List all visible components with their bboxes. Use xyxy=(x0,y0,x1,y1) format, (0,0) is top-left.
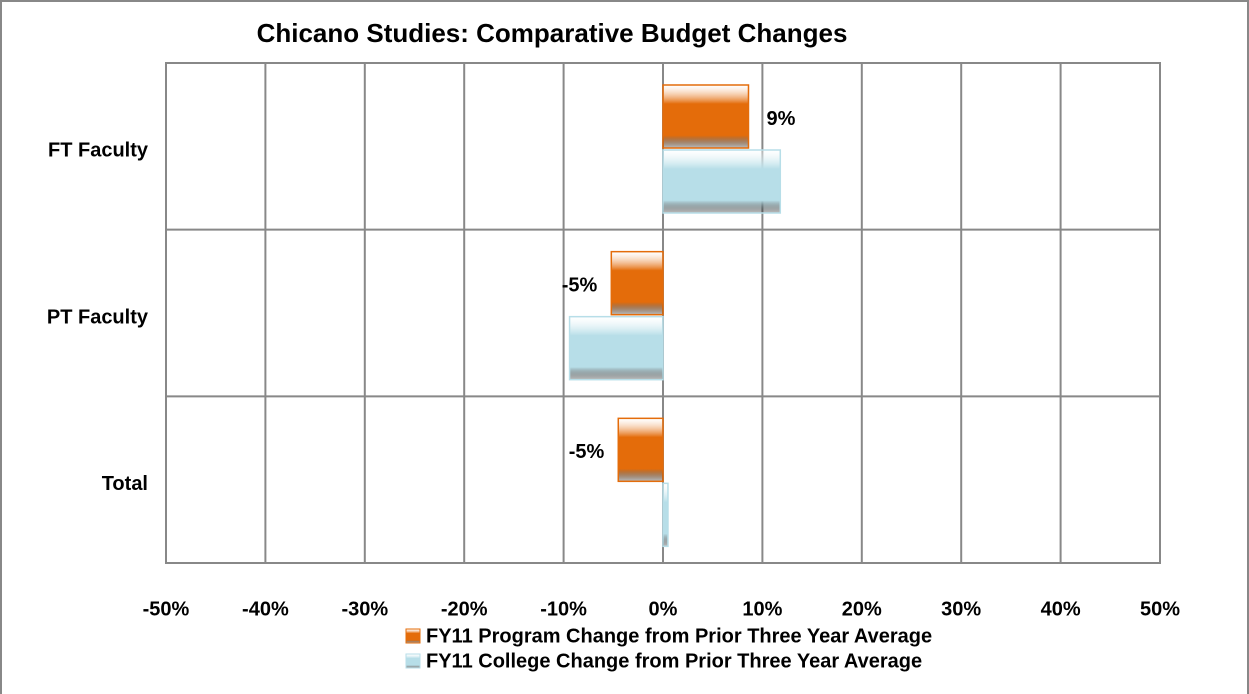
bar xyxy=(617,417,664,483)
data-label: -5% xyxy=(562,274,598,296)
bar xyxy=(610,250,664,316)
x-tick-label: 20% xyxy=(842,598,882,620)
legend-label: FY11 Program Change from Prior Three Yea… xyxy=(426,625,932,647)
legend-swatch xyxy=(405,653,421,669)
x-tick-label: -40% xyxy=(242,598,289,620)
x-tick-label: 0% xyxy=(649,598,678,620)
x-tick-label: -30% xyxy=(341,598,388,620)
bar xyxy=(662,149,782,214)
y-tick-label: FT Faculty xyxy=(48,140,149,162)
x-tick-label: 50% xyxy=(1140,598,1180,620)
x-tick-label: 10% xyxy=(742,598,782,620)
data-label: 9% xyxy=(766,108,795,130)
legend-swatch xyxy=(405,628,421,644)
bar xyxy=(662,482,669,548)
bar xyxy=(568,315,664,381)
y-tick-label: Total xyxy=(102,473,148,495)
chart-title: Chicano Studies: Comparative Budget Chan… xyxy=(257,18,848,48)
x-tick-label: 40% xyxy=(1041,598,1081,620)
x-tick-label: -50% xyxy=(143,598,190,620)
y-tick-label: PT Faculty xyxy=(47,306,149,328)
legend-label: FY11 College Change from Prior Three Yea… xyxy=(426,650,922,672)
data-label: -5% xyxy=(569,441,605,463)
x-tick-label: -10% xyxy=(540,598,587,620)
x-tick-label: 30% xyxy=(941,598,981,620)
x-tick-label: -20% xyxy=(441,598,488,620)
bar xyxy=(662,84,750,149)
